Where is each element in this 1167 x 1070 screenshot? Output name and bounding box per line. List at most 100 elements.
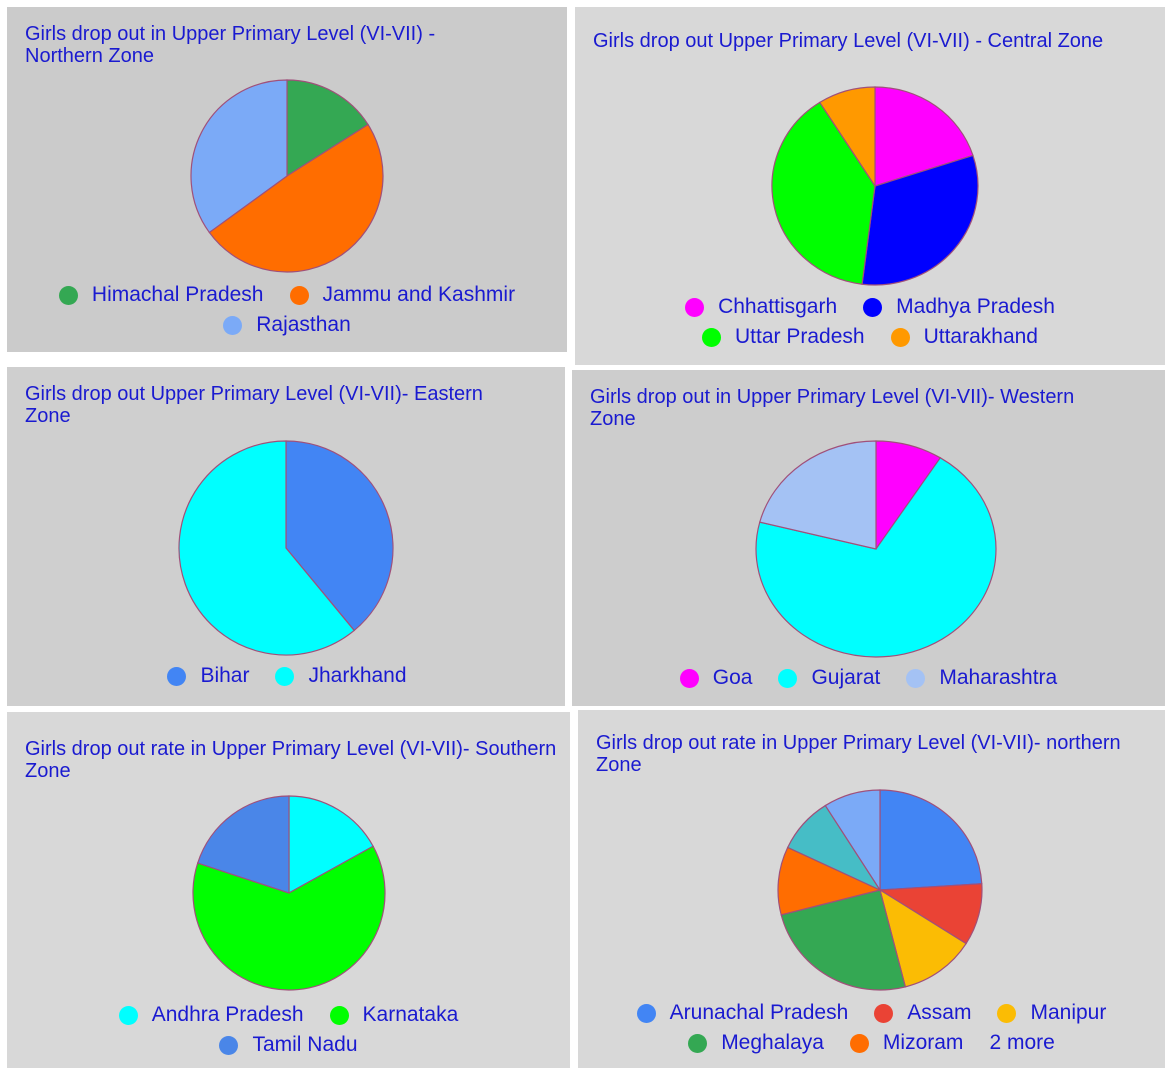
pie-slice	[755, 457, 997, 658]
legend-swatch	[58, 285, 78, 305]
legend-label: Goa	[712, 666, 753, 689]
legend-swatch	[223, 315, 243, 335]
legend-swatch	[906, 668, 926, 688]
legend-item: Karnataka	[329, 1003, 459, 1026]
legend-swatch	[890, 327, 910, 347]
legend-more: 2 more	[989, 1031, 1055, 1054]
pie-chart	[777, 789, 983, 991]
legend-label: Uttarakhand	[923, 325, 1038, 348]
chart-title: Girls drop out rate in Upper Primary Lev…	[596, 732, 1121, 776]
legend: Goa Gujarat Maharashtra	[592, 667, 1145, 689]
legend-swatch	[702, 327, 722, 347]
chart-title: Girls drop out Upper Primary Level (VI-V…	[25, 383, 483, 427]
legend-item: Manipur	[997, 1002, 1106, 1024]
chart-title: Girls drop out Upper Primary Level (VI-V…	[593, 30, 1104, 52]
chart-title: Girls drop out rate in Upper Primary Lev…	[25, 738, 557, 782]
pie-slice	[285, 440, 394, 632]
legend-item: Rajasthan	[223, 314, 351, 336]
legend-swatch	[167, 666, 187, 686]
legend-swatch	[275, 666, 295, 686]
legend: Arunachal Pradesh Assam Manipur Meghalaya Mi…	[588, 1002, 1155, 1054]
pie-slice	[824, 789, 881, 893]
legend-item: Chhattisgarh	[685, 296, 837, 318]
legend-swatch	[778, 668, 798, 688]
legend-item: Andhra Pradesh	[118, 1003, 304, 1026]
legend-item: Meghalaya	[688, 1032, 824, 1054]
pie-slice	[759, 440, 877, 550]
pie-chart	[178, 440, 394, 656]
legend-item: Maharashtra	[906, 667, 1057, 689]
pie-chart	[771, 86, 979, 286]
pie-chart	[755, 440, 997, 658]
legend-swatch	[685, 297, 705, 317]
legend-label: Jharkhand	[308, 664, 407, 687]
legend-label: Himachal Pradesh	[91, 283, 264, 306]
chart-title: Girls drop out in Upper Primary Level (V…	[590, 386, 1075, 430]
pie-slice	[190, 79, 288, 234]
pie-chart	[190, 79, 384, 273]
legend-label: Assam	[907, 1001, 972, 1024]
chart-panel: Girls drop out rate in Upper Primary Lev…	[7, 712, 570, 1068]
legend: Himachal Pradesh Jammu and Kashmir Rajasth…	[27, 284, 547, 336]
legend-label: Bihar	[200, 664, 250, 687]
legend-label: Chhattisgarh	[718, 295, 838, 318]
pie-slice	[874, 86, 974, 187]
legend-swatch	[688, 1033, 708, 1053]
pie-slice	[286, 79, 369, 178]
chart-panel: Girls drop out rate in Upper Primary Lev…	[578, 710, 1165, 1068]
legend-label: Andhra Pradesh	[151, 1003, 304, 1026]
pie-slice	[879, 789, 983, 891]
legend-label: Jammu and Kashmir	[322, 283, 516, 306]
legend-item: Mizoram	[849, 1031, 964, 1054]
legend-swatch	[997, 1003, 1017, 1023]
legend-item: Himachal Pradesh	[58, 283, 264, 306]
legend-item: Jharkhand	[275, 664, 407, 687]
legend-label: Madhya Pradesh	[896, 295, 1055, 318]
pie-slice	[818, 86, 876, 188]
legend: Bihar Jharkhand	[27, 665, 547, 687]
pie-slice	[780, 889, 907, 991]
chart-panel: Girls drop out Upper Primary Level (VI-V…	[575, 7, 1165, 365]
pie-slice	[196, 795, 290, 894]
legend-item: Gujarat	[778, 667, 880, 689]
legend-swatch	[679, 668, 699, 688]
legend-label: Karnataka	[362, 1003, 459, 1026]
chart-title: Girls drop out in Upper Primary Level (V…	[25, 23, 436, 67]
legend-item: Assam	[874, 1002, 971, 1024]
pie-slice	[288, 795, 374, 895]
legend-item: Uttarakhand	[890, 325, 1038, 348]
legend-label: Gujarat	[811, 666, 881, 689]
pie-slice	[208, 123, 384, 273]
legend-label: Uttar Pradesh	[735, 325, 865, 348]
legend-item: Arunachal Pradesh	[636, 1001, 849, 1024]
legend-label: Meghalaya	[721, 1031, 824, 1054]
legend-label: Mizoram	[882, 1031, 964, 1054]
legend-swatch	[874, 1003, 894, 1023]
chart-panel: Girls drop out Upper Primary Level (VI-V…	[7, 367, 565, 706]
legend-item: Uttar Pradesh	[702, 326, 865, 348]
legend-swatch	[289, 285, 309, 305]
pie-slice	[192, 845, 386, 991]
legend: Andhra Pradesh Karnataka Tamil Nadu	[47, 1004, 530, 1056]
legend-swatch	[863, 297, 883, 317]
pie-slice	[777, 846, 882, 916]
legend: Chhattisgarh Madhya Pradesh Uttar Pradesh U…	[635, 296, 1105, 348]
legend-label: Tamil Nadu	[252, 1033, 358, 1056]
legend-item: Jammu and Kashmir	[289, 283, 516, 306]
pie-slice	[879, 888, 967, 988]
legend-label: Maharashtra	[939, 666, 1058, 689]
legend-item: Goa	[679, 666, 753, 689]
pie-chart	[192, 795, 386, 991]
chart-panel: Girls drop out in Upper Primary Level (V…	[572, 370, 1165, 706]
legend-label: Arunachal Pradesh	[669, 1001, 849, 1024]
legend-item: Bihar	[167, 665, 249, 687]
legend-item: Tamil Nadu	[219, 1033, 358, 1056]
legend-swatch	[849, 1033, 869, 1053]
legend-swatch	[329, 1005, 349, 1025]
pie-slice	[178, 440, 356, 656]
legend-label: Manipur	[1030, 1001, 1107, 1024]
pie-slice	[861, 154, 979, 286]
legend-swatch	[636, 1003, 656, 1023]
legend-swatch	[118, 1005, 138, 1025]
